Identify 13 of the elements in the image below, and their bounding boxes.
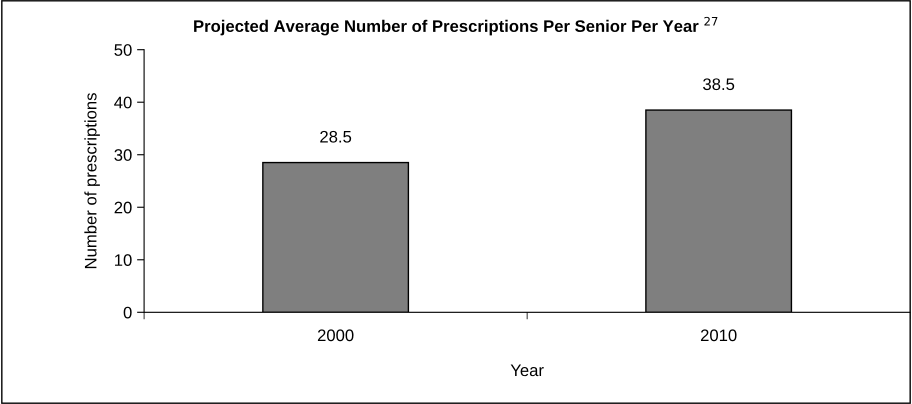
y-tick-label: 20	[114, 202, 132, 214]
y-tick-label: 40	[114, 96, 132, 108]
y-axis-title: Number of prescriptions	[84, 93, 100, 268]
data-label: 28.5	[320, 130, 352, 143]
y-tick-label: 10	[115, 254, 132, 266]
y-tick-label: 30	[114, 149, 132, 161]
y-tick-label: 50	[114, 44, 132, 56]
data-label: 38.5	[703, 78, 734, 90]
chart-title: Projected Average Number of Prescriptions Per Senior Per Year $^{27}$	[194, 16, 718, 36]
x-axis-title: Year	[510, 364, 544, 376]
x-tick-label: 2000	[318, 329, 354, 342]
y-tick-label: 0	[124, 306, 132, 318]
x-tick-label: 2010	[700, 329, 737, 342]
